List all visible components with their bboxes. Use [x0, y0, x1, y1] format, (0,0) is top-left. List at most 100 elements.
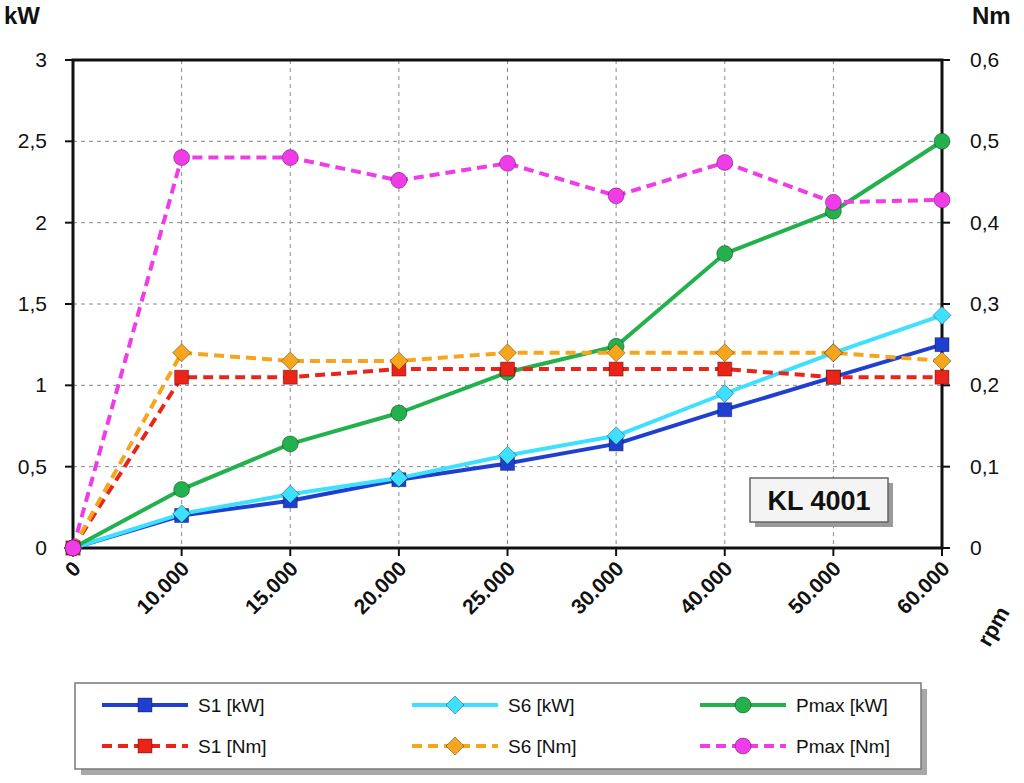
chart: 00,511,522,5300,10,20,30,40,50,6010.0001… — [0, 0, 1024, 783]
x-tick — [507, 548, 509, 556]
grid-line-x — [290, 60, 291, 548]
y-tick-label: 3 — [35, 48, 47, 71]
x-tick — [941, 548, 943, 556]
legend-marker — [446, 737, 464, 755]
x-tick — [832, 548, 834, 556]
series-marker — [64, 539, 82, 557]
series-marker — [390, 352, 408, 370]
y2-tick-label: 0,1 — [970, 455, 999, 478]
legend-label: S1 [kW] — [198, 695, 265, 716]
x-tick-label: 30.000 — [566, 557, 628, 619]
x-tick-label: 20.000 — [349, 557, 411, 619]
series-line — [73, 315, 942, 548]
legend — [75, 683, 921, 769]
y-tick — [65, 59, 73, 61]
y2-tick — [942, 59, 950, 61]
series-marker — [933, 306, 951, 324]
series-line — [73, 369, 942, 548]
series-marker — [718, 362, 732, 376]
x-tick-label: 40.000 — [675, 557, 737, 619]
y-tick — [65, 384, 73, 386]
series-marker — [173, 344, 191, 362]
series-marker — [501, 362, 515, 376]
y-tick — [65, 466, 73, 468]
series-marker — [826, 370, 840, 384]
series-marker — [281, 352, 299, 370]
series-line — [73, 353, 942, 548]
x-tick — [181, 548, 183, 556]
series-marker — [65, 540, 81, 556]
grid-line-x — [833, 60, 834, 548]
series-marker — [499, 446, 517, 464]
y-tick-label: 1,5 — [18, 292, 47, 315]
legend-label: Pmax [Nm] — [796, 736, 890, 757]
series-marker — [607, 344, 625, 362]
series-marker — [173, 505, 191, 523]
series-marker — [933, 352, 951, 370]
y2-tick — [942, 547, 950, 549]
series-marker — [607, 427, 625, 445]
series-marker — [935, 370, 949, 384]
series-marker — [717, 154, 733, 170]
plot-frame — [73, 60, 942, 548]
annotation: KL 4001 — [767, 486, 870, 516]
series-marker — [64, 539, 82, 557]
series-line — [73, 158, 942, 548]
series-marker — [282, 436, 298, 452]
x-tick-label: 60.000 — [892, 557, 954, 619]
legend-label: S1 [Nm] — [198, 736, 267, 757]
legend-marker — [138, 739, 152, 753]
y-tick-label: 1 — [35, 373, 47, 396]
series-marker — [66, 541, 80, 555]
y-tick-label: 0,5 — [18, 455, 47, 478]
y2-tick — [942, 466, 950, 468]
y2-tick-label: 0,6 — [970, 48, 999, 71]
y2-tick-label: 0 — [970, 536, 982, 559]
grid-line-x — [507, 60, 508, 548]
series-marker — [824, 344, 842, 362]
series-line — [73, 141, 942, 548]
series-marker — [826, 370, 840, 384]
x-tick — [615, 548, 617, 556]
plot-marks — [64, 133, 951, 557]
legend-marker — [735, 697, 751, 713]
legend-label: S6 [kW] — [508, 695, 575, 716]
legend-label: S6 [Nm] — [508, 736, 577, 757]
series-marker — [174, 150, 190, 166]
series-marker — [66, 541, 80, 555]
series-marker — [65, 540, 81, 556]
x-tick-label: 15.000 — [240, 557, 302, 619]
y-axis-label: kW — [4, 2, 40, 29]
series-marker — [391, 172, 407, 188]
x-axis-label: rpm — [972, 602, 1014, 650]
y2-tick-label: 0,2 — [970, 373, 999, 396]
annotation-box — [750, 478, 888, 522]
series-marker — [608, 188, 624, 204]
x-tick-label: 10.000 — [132, 557, 194, 619]
series-marker — [935, 338, 949, 352]
series-marker — [283, 370, 297, 384]
x-tick-label: 0 — [60, 557, 85, 582]
plot-area — [73, 60, 942, 548]
y-tick-label: 2,5 — [18, 129, 47, 152]
y-tick — [65, 140, 73, 142]
y2-tick — [942, 222, 950, 224]
x-tick-label: 25.000 — [458, 557, 520, 619]
series-marker — [174, 481, 190, 497]
series-marker — [175, 370, 189, 384]
x-tick-label: 50.000 — [784, 557, 846, 619]
y-tick — [65, 303, 73, 305]
legend-label: Pmax [kW] — [796, 695, 888, 716]
series-marker — [934, 192, 950, 208]
legend-marker — [446, 696, 464, 714]
series-marker — [391, 405, 407, 421]
series-marker — [824, 344, 842, 362]
series-marker — [934, 133, 950, 149]
x-tick — [289, 548, 291, 556]
series-marker — [282, 150, 298, 166]
series-marker — [825, 194, 841, 210]
series-marker — [718, 403, 732, 417]
y2-tick-label: 0,3 — [970, 292, 999, 315]
y-tick-label: 0 — [35, 536, 47, 559]
series-marker — [281, 485, 299, 503]
